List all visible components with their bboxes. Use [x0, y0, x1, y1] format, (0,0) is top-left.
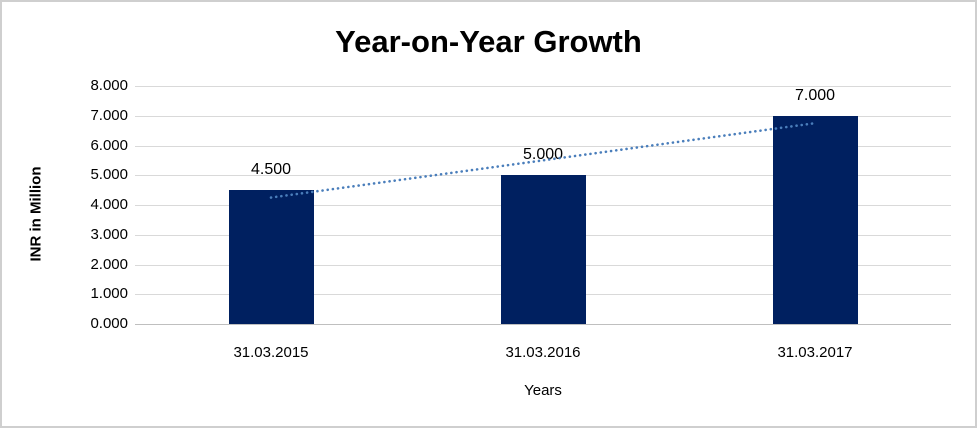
- y-axis-tick-label: 6.000: [90, 136, 128, 154]
- bar-data-label: 5.000: [522, 146, 564, 164]
- bar-data-label: 4.500: [250, 161, 292, 179]
- y-axis-tick-label: 7.000: [90, 106, 128, 124]
- x-axis-tick-label: 31.03.2015: [233, 344, 309, 361]
- bar: [228, 190, 314, 324]
- bar: [500, 175, 586, 324]
- y-axis-tick-label: 5.000: [90, 166, 128, 184]
- gridline: [135, 115, 951, 117]
- y-axis-title: INR in Million: [27, 166, 45, 262]
- y-axis-tick-label: 0.000: [90, 315, 128, 332]
- y-axis-tick-label: 1.000: [90, 285, 128, 303]
- y-axis-tick-label: 8.000: [90, 77, 128, 94]
- bar-data-label: 7.000: [794, 86, 836, 104]
- y-axis-tick-label: 3.000: [90, 225, 128, 243]
- x-axis-line: [135, 324, 951, 325]
- gridline: [135, 86, 951, 87]
- x-axis-tick-label: 31.03.2017: [777, 344, 853, 361]
- chart-title: Year-on-Year Growth: [335, 24, 642, 59]
- bar: [772, 115, 858, 324]
- y-axis-tick-label: 4.000: [90, 196, 128, 213]
- y-axis-tick-label: 2.000: [90, 255, 128, 273]
- x-axis-title: Years: [524, 382, 562, 399]
- x-axis-tick-label: 31.03.2016: [505, 344, 581, 361]
